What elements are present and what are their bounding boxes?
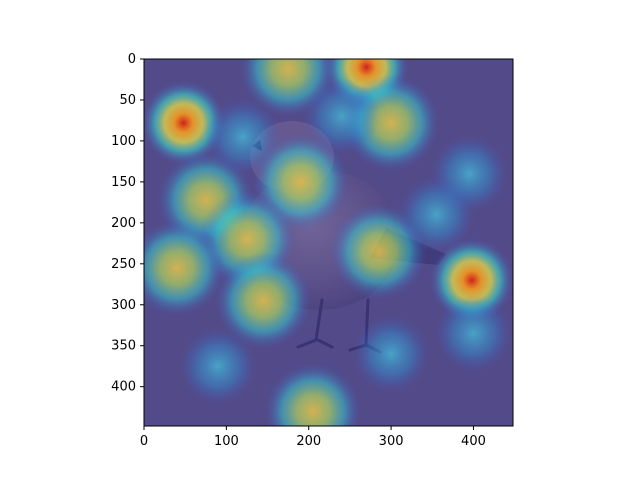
y-tick-label: 400 bbox=[111, 380, 136, 395]
x-tick-label: 200 bbox=[296, 434, 321, 449]
y-tick-label: 0 bbox=[128, 52, 136, 67]
y-tick-label: 250 bbox=[111, 257, 136, 272]
y-tick-label: 150 bbox=[111, 175, 136, 190]
y-axis: 0 50 100 150 200 250 300 350 400 bbox=[111, 52, 144, 395]
y-tick-label: 50 bbox=[119, 93, 136, 108]
x-tick-label: 100 bbox=[214, 434, 239, 449]
heat-hotspot bbox=[144, 219, 225, 316]
x-tick-label: 0 bbox=[140, 434, 148, 449]
heat-hotspot bbox=[303, 78, 380, 155]
plot-frame bbox=[143, 58, 514, 427]
heat-hotspot bbox=[144, 80, 226, 165]
heat-hotspot bbox=[180, 328, 257, 405]
heat-hotspot bbox=[435, 295, 512, 372]
y-tick-label: 300 bbox=[111, 298, 136, 313]
y-tick-label: 350 bbox=[111, 339, 136, 354]
x-tick-label: 300 bbox=[379, 434, 404, 449]
heatmap-overlay bbox=[144, 59, 513, 426]
heat-hotspot bbox=[215, 252, 312, 349]
x-axis: 0 100 200 300 400 bbox=[140, 426, 486, 449]
y-tick-label: 100 bbox=[111, 134, 136, 149]
x-tick-label: 400 bbox=[461, 434, 486, 449]
heat-hotspot bbox=[398, 176, 475, 253]
heat-hotspot bbox=[353, 315, 430, 392]
heat-hotspot bbox=[264, 363, 361, 426]
y-tick-label: 200 bbox=[111, 216, 136, 231]
